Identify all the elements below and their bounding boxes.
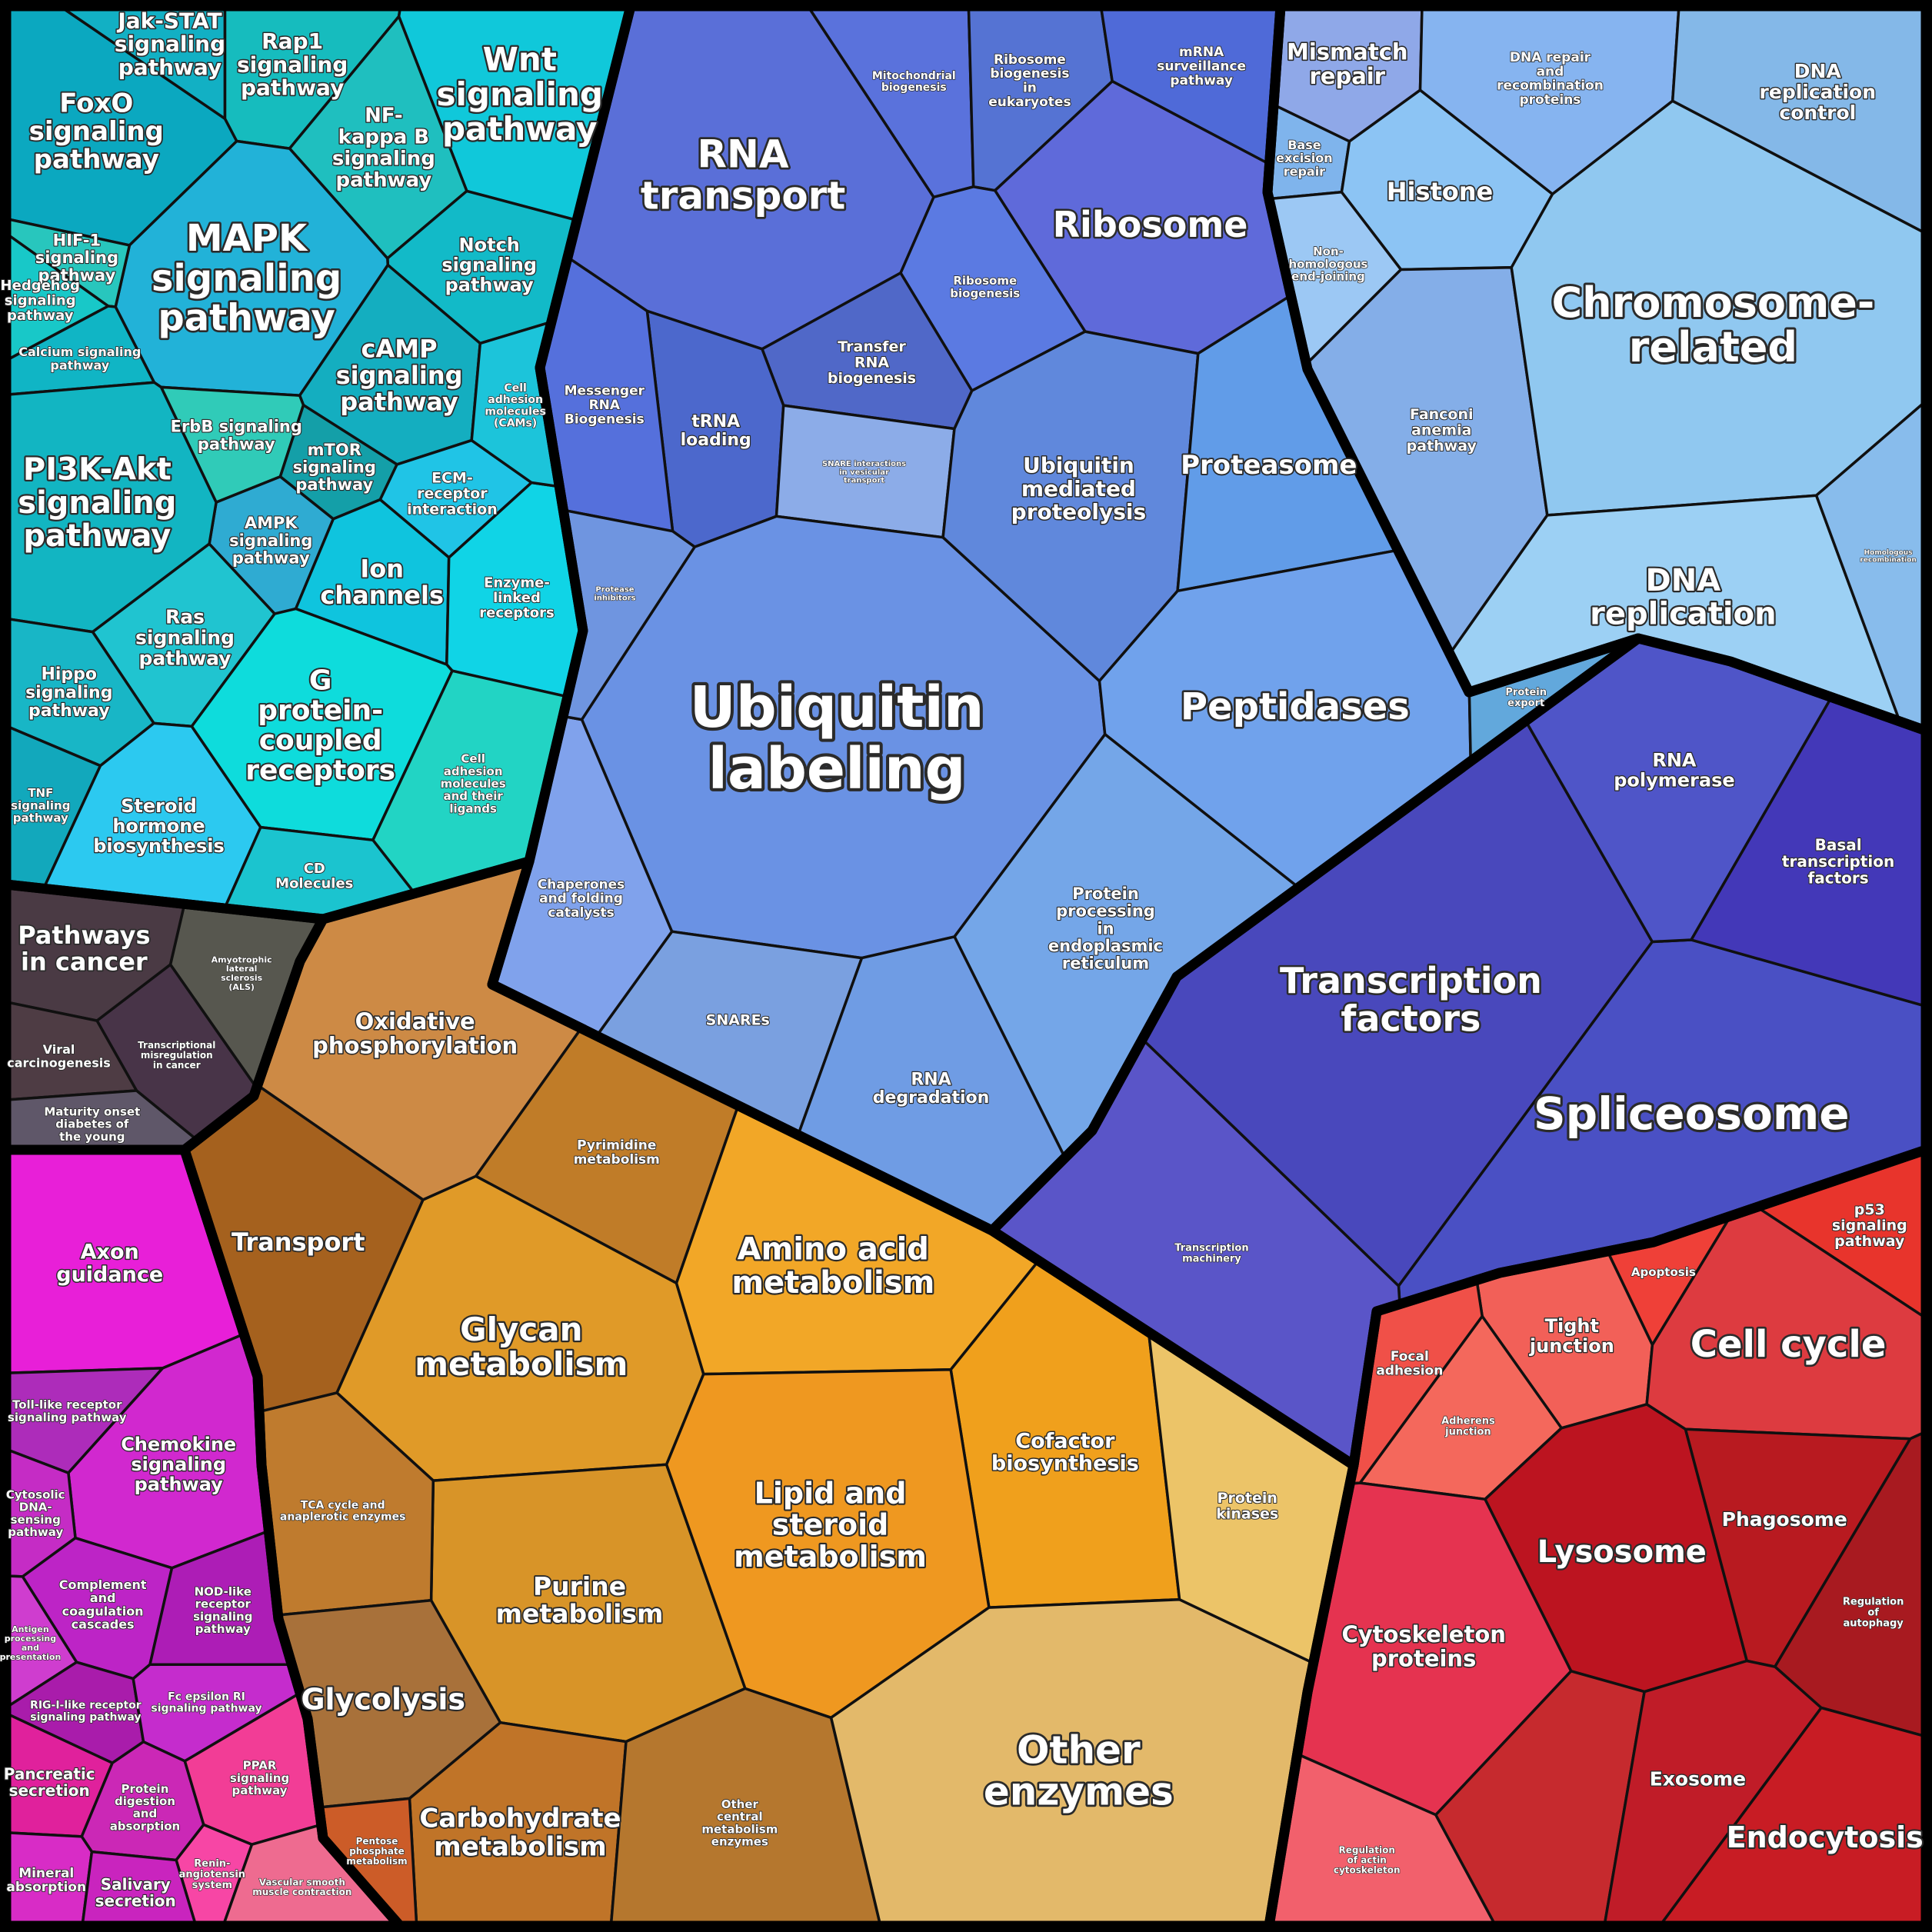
cell-snare-interactions-in-vesicular-transport[interactable] [774,404,956,539]
cells [5,5,1927,1927]
cell-mineral-absorption[interactable] [5,1831,94,1927]
cell-g-protein-coupled-receptors[interactable] [190,607,454,841]
group-border-dna-lightblue [1262,1,1931,736]
group-border-cellular-red [1264,1144,1931,1931]
